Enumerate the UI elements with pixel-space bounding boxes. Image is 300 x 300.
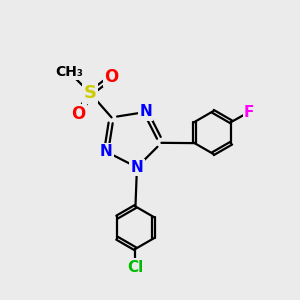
Text: Cl: Cl xyxy=(127,260,144,274)
Text: O: O xyxy=(71,106,86,124)
Text: N: N xyxy=(130,160,143,175)
Text: CH₃: CH₃ xyxy=(55,65,83,79)
Text: O: O xyxy=(104,68,118,86)
Text: N: N xyxy=(100,144,112,159)
Text: N: N xyxy=(139,104,152,119)
Text: F: F xyxy=(244,105,254,120)
Text: S: S xyxy=(84,84,97,102)
